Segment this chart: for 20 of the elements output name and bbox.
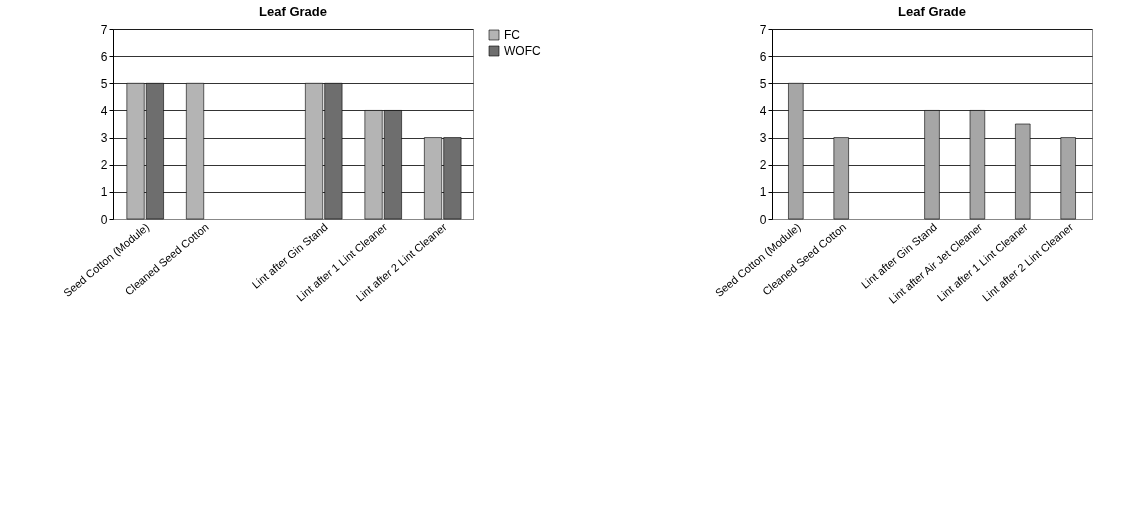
y-tick-label: 4 [100, 103, 108, 118]
y-tick-label: 0 [759, 212, 767, 227]
y-tick-label: 2 [100, 158, 108, 173]
y-tick-label: 6 [759, 49, 767, 64]
y-tick-label: 1 [100, 185, 108, 200]
y-tick-label: 2 [759, 158, 767, 173]
legend-label: WOFC [504, 44, 541, 58]
y-tick-label: 4 [759, 103, 767, 118]
y-tick-label: 5 [759, 76, 767, 91]
y-tick-label: 0 [100, 212, 108, 227]
legend-label: FC [504, 28, 521, 42]
chart-title: Leaf Grade [898, 4, 966, 19]
y-tick-label: 3 [100, 131, 108, 146]
y-tick-label: 5 [100, 76, 108, 91]
y-tick-label: 7 [759, 22, 767, 37]
chart-title: Leaf Grade [259, 4, 327, 19]
y-tick-label: 7 [100, 22, 108, 37]
y-tick-label: 6 [100, 49, 108, 64]
y-tick-label: 1 [759, 185, 767, 200]
y-tick-label: 3 [759, 131, 767, 146]
